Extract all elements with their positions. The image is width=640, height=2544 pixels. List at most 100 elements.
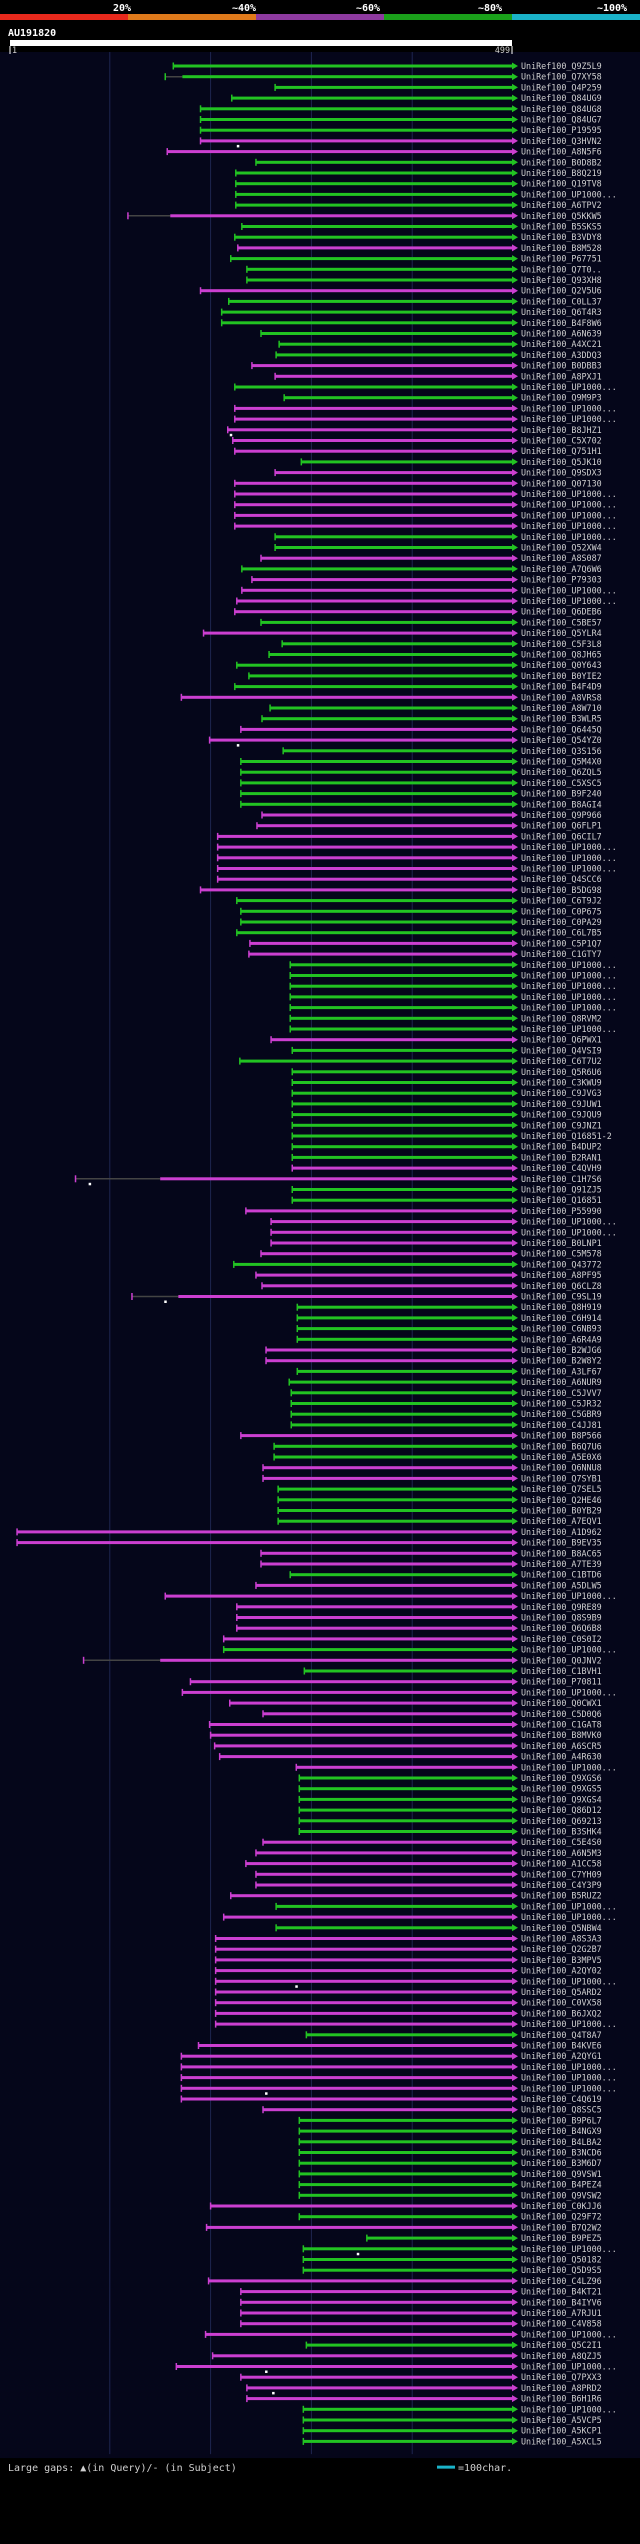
hit-bar	[181, 2076, 512, 2080]
hit-bar	[255, 1851, 512, 1855]
hit-end-arrow	[512, 2437, 518, 2445]
hit-end-arrow	[512, 1646, 518, 1654]
hit-end-arrow	[512, 950, 518, 958]
hit-end-arrow	[512, 1742, 518, 1750]
hit-label: UniRef100_C5JR32	[521, 1399, 602, 1409]
hit-bar	[217, 877, 513, 881]
hit-label: UniRef100_A6TPV2	[521, 200, 602, 210]
hit-end-arrow	[512, 865, 518, 872]
hit-bar	[240, 2322, 512, 2326]
hit-label: UniRef100_Q6445Q	[521, 724, 602, 734]
query-gap-marker	[236, 144, 240, 148]
hit-end-arrow	[512, 1014, 518, 1022]
hit-end-arrow	[512, 768, 518, 776]
hit-bar	[263, 2108, 512, 2112]
hit-label: UniRef100_Q86D12	[521, 1805, 602, 1815]
hit-end-arrow	[512, 2009, 518, 2017]
query-title: AU191820	[8, 28, 56, 39]
hit-end-arrow	[512, 1282, 518, 1290]
hit-bar	[299, 1797, 512, 1801]
hit-bar	[271, 1241, 512, 1245]
hit-end-arrow	[512, 1507, 518, 1514]
hit-label: UniRef100_Q3HVN2	[521, 136, 602, 146]
hit-end-arrow	[512, 2052, 518, 2060]
hit-end-arrow	[512, 2042, 518, 2049]
hit-end-arrow	[512, 1325, 518, 1333]
hit-end-arrow	[512, 244, 518, 252]
hit-bar	[203, 631, 512, 635]
hit-end-arrow	[512, 372, 518, 380]
hit-label: UniRef100_B2RAN1	[521, 1152, 602, 1162]
hit-label: UniRef100_UP1000...	[521, 1591, 617, 1601]
hit-bar	[290, 1027, 512, 1031]
hit-end-arrow	[512, 511, 518, 519]
hit-end-arrow	[512, 1678, 518, 1686]
hit-bar	[299, 1776, 512, 1780]
hit-bar	[263, 1476, 512, 1480]
hit-label: UniRef100_UP1000...	[521, 1687, 617, 1697]
hit-end-arrow	[512, 1218, 518, 1226]
hit-bar	[205, 2332, 512, 2336]
hit-end-arrow	[512, 1838, 518, 1846]
hit-bar	[255, 1883, 512, 1887]
hit-bar	[240, 2311, 512, 2315]
hit-end-arrow	[512, 1079, 518, 1086]
hit-end-arrow	[512, 148, 518, 156]
hit-end-arrow	[512, 2288, 518, 2296]
hit-bar	[299, 2183, 512, 2187]
hit-label: UniRef100_UP1000...	[521, 2073, 617, 2083]
hit-label: UniRef100_A8VRS8	[521, 692, 602, 702]
hit-bar	[246, 267, 512, 271]
hit-label: UniRef100_Q16851-2	[521, 1131, 612, 1141]
hit-bar	[233, 1262, 512, 1266]
hit-bar	[271, 1220, 512, 1224]
hit-end-arrow	[512, 1656, 518, 1664]
hit-end-arrow	[512, 747, 518, 755]
hit-end-arrow	[512, 1635, 518, 1643]
hit-end-arrow	[512, 158, 518, 166]
hit-label: UniRef100_C0KJJ6	[521, 2201, 602, 2211]
hit-bar	[299, 2151, 512, 2154]
hit-label: UniRef100_P67751	[521, 254, 602, 264]
hit-bar	[236, 599, 512, 603]
hit-bar	[240, 2290, 512, 2294]
hit-end-arrow	[512, 907, 518, 915]
hit-end-arrow	[512, 1410, 518, 1418]
hit-end-arrow	[512, 2213, 518, 2221]
hit-label: UniRef100_Q50182	[521, 2255, 602, 2265]
hit-label: UniRef100_A8S087	[521, 553, 602, 563]
hit-bar	[210, 1733, 512, 1737]
hit-label: UniRef100_Q5C2I1	[521, 2340, 602, 2350]
hit-bar	[215, 1990, 512, 1994]
hit-end-arrow	[512, 693, 518, 701]
hit-end-arrow	[512, 1581, 518, 1589]
hit-end-arrow	[512, 886, 518, 894]
hit-bar	[266, 1359, 512, 1363]
hit-end-arrow	[512, 790, 518, 798]
hit-label: UniRef100_Q8SSC5	[521, 2105, 602, 2115]
hit-bar	[215, 1969, 512, 1973]
hit-label: UniRef100_B4DUP2	[521, 1142, 602, 1152]
hit-label: UniRef100_Q7SYB1	[521, 1473, 602, 1483]
hit-end-arrow	[512, 2373, 518, 2381]
hit-end-arrow	[512, 522, 518, 530]
hit-bar	[291, 1423, 512, 1427]
identity-scale-label: 20%	[113, 3, 131, 14]
hit-bar	[236, 663, 512, 667]
hit-bar	[245, 1209, 512, 1213]
hit-end-arrow	[512, 2330, 518, 2338]
hit-end-arrow	[512, 1517, 518, 1525]
hit-label: UniRef100_Q8H919	[521, 1302, 602, 1312]
hit-label: UniRef100_Q751H1	[521, 446, 602, 456]
hit-bar	[240, 792, 512, 796]
hit-bar	[366, 2236, 512, 2240]
hit-end-arrow	[512, 982, 518, 990]
hit-end-arrow	[512, 1132, 518, 1140]
hit-label: UniRef100_UP1000...	[521, 971, 617, 981]
hit-label: UniRef100_B4KVE6	[521, 2041, 602, 2051]
hit-label: UniRef100_B9F240	[521, 789, 602, 799]
identity-scale-label: ~80%	[478, 3, 502, 14]
hit-end-arrow	[512, 458, 518, 466]
hit-label: UniRef100_Q8RVM2	[521, 1013, 602, 1023]
hit-bar	[215, 1947, 512, 1951]
